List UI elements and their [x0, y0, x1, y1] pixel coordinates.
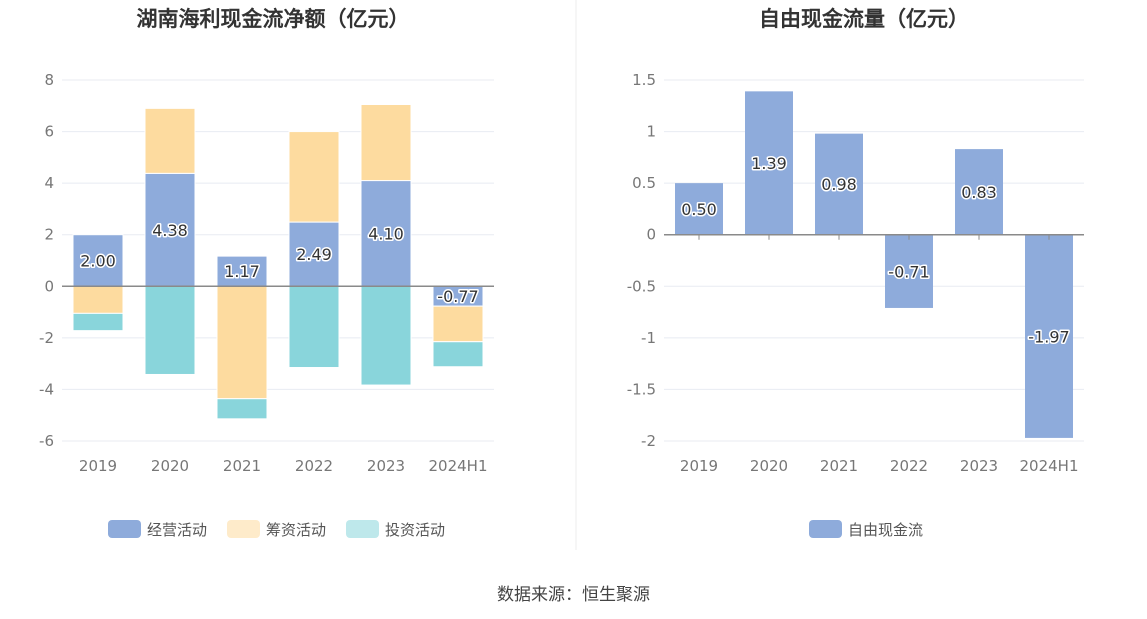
data-label: 2.49	[296, 245, 332, 264]
x-tick-label: 2019	[79, 457, 117, 475]
left-chart-legend[interactable]: 经营活动 筹资活动 投资活动	[108, 520, 445, 539]
legend-item-自由现金流[interactable]: 自由现金流	[809, 520, 923, 539]
data-label: -0.71	[888, 262, 929, 281]
bar-经营活动[interactable]	[216, 255, 268, 287]
bar-自由现金流[interactable]	[885, 234, 933, 308]
right-chart-title: 自由现金流量（亿元）	[759, 7, 969, 31]
legend-label: 经营活动	[147, 521, 207, 539]
left-chart-title: 湖南海利现金流净额（亿元）	[137, 7, 410, 31]
x-tick-label: 2021	[820, 457, 858, 475]
bar-筹资活动[interactable]	[72, 285, 124, 314]
legend-item-经营活动[interactable]: 经营活动	[108, 520, 207, 539]
y-tick-label: -1.5	[627, 380, 656, 398]
data-label: 4.10	[368, 224, 404, 243]
bar-筹资活动[interactable]	[360, 103, 412, 182]
bar-投资活动[interactable]	[216, 398, 268, 420]
data-label: 0.83	[961, 183, 997, 202]
y-tick-label: 8	[44, 71, 54, 89]
bar-自由现金流[interactable]	[1025, 234, 1073, 438]
bar-经营活动[interactable]	[288, 221, 340, 287]
bar-自由现金流[interactable]	[675, 183, 723, 235]
bar-投资活动[interactable]	[288, 285, 340, 369]
y-tick-label: 1.5	[632, 71, 656, 89]
bar-自由现金流[interactable]	[815, 133, 863, 235]
y-tick-label: -2	[39, 329, 54, 347]
data-label: -1.97	[1028, 327, 1069, 346]
right-chart-plot: -2 -1.5 -1 -0.5 0 0.5 1 1.5 2019 2020 2021 2022 2023…	[627, 71, 1084, 475]
x-tick-label: 2021	[223, 457, 261, 475]
y-tick-label: -6	[39, 432, 54, 450]
x-tick-label: 2020	[151, 457, 189, 475]
legend-swatch	[809, 520, 842, 538]
bar-筹资活动[interactable]	[144, 107, 196, 174]
x-tick-label: 2024H1	[429, 457, 488, 475]
bar-筹资活动[interactable]	[216, 285, 268, 400]
bar-筹资活动[interactable]	[288, 131, 340, 223]
y-tick-label: 6	[44, 123, 54, 141]
x-tick-label: 2023	[960, 457, 998, 475]
legend-item-筹资活动[interactable]: 筹资活动	[227, 520, 326, 539]
y-tick-label: 4	[44, 174, 54, 192]
bar-投资活动[interactable]	[72, 312, 124, 332]
y-tick-label: 1	[646, 123, 656, 141]
legend-item-投资活动[interactable]: 投资活动	[346, 520, 445, 539]
data-label: 0.98	[821, 175, 857, 194]
data-label: 4.38	[152, 221, 188, 240]
bar-筹资活动[interactable]	[432, 305, 484, 343]
data-label: 2.00	[80, 252, 116, 271]
legend-swatch	[346, 520, 379, 538]
x-tick-label: 2023	[367, 457, 405, 475]
bar-经营活动[interactable]	[360, 180, 412, 287]
legend-label: 自由现金流	[848, 521, 923, 539]
y-tick-label: 2	[44, 226, 54, 244]
y-tick-label: -1	[641, 329, 656, 347]
data-label: 1.39	[751, 154, 787, 173]
data-label: 1.17	[224, 262, 260, 281]
x-tick-label: 2024H1	[1020, 457, 1079, 475]
x-tick-label: 2020	[750, 457, 788, 475]
data-label: -0.77	[437, 287, 478, 306]
bar-自由现金流[interactable]	[955, 149, 1003, 235]
bar-投资活动[interactable]	[144, 285, 196, 375]
x-tick-label: 2019	[680, 457, 718, 475]
y-tick-label: -0.5	[627, 277, 656, 295]
x-tick-label: 2022	[890, 457, 928, 475]
bar-投资活动[interactable]	[360, 285, 412, 386]
left-chart-plot: -6 -4 -2 0 2 4 6 8 2019 2020 2021 2022 2023 2024H1 2.0…	[39, 71, 494, 475]
data-source-note: 数据来源：恒生聚源	[497, 585, 650, 605]
y-tick-label: 0	[44, 277, 54, 295]
bar-经营活动[interactable]	[144, 172, 196, 287]
legend-label: 投资活动	[385, 521, 445, 539]
bar-自由现金流[interactable]	[745, 91, 793, 235]
y-tick-label: 0	[646, 226, 656, 244]
legend-swatch	[227, 520, 260, 538]
y-tick-label: -2	[641, 432, 656, 450]
x-tick-label: 2022	[295, 457, 333, 475]
y-tick-label: 0.5	[632, 174, 656, 192]
bar-经营活动[interactable]	[72, 234, 124, 287]
y-tick-label: -4	[39, 380, 54, 398]
data-label: 0.50	[681, 200, 717, 219]
bar-投资活动[interactable]	[432, 341, 484, 368]
legend-label: 筹资活动	[266, 521, 326, 539]
right-chart-legend[interactable]: 自由现金流	[809, 520, 923, 539]
legend-swatch	[108, 520, 141, 538]
